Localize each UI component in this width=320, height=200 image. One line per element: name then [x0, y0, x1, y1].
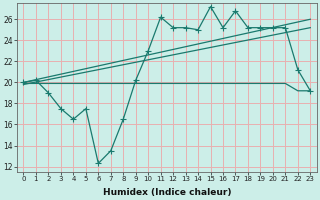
X-axis label: Humidex (Indice chaleur): Humidex (Indice chaleur)	[103, 188, 231, 197]
